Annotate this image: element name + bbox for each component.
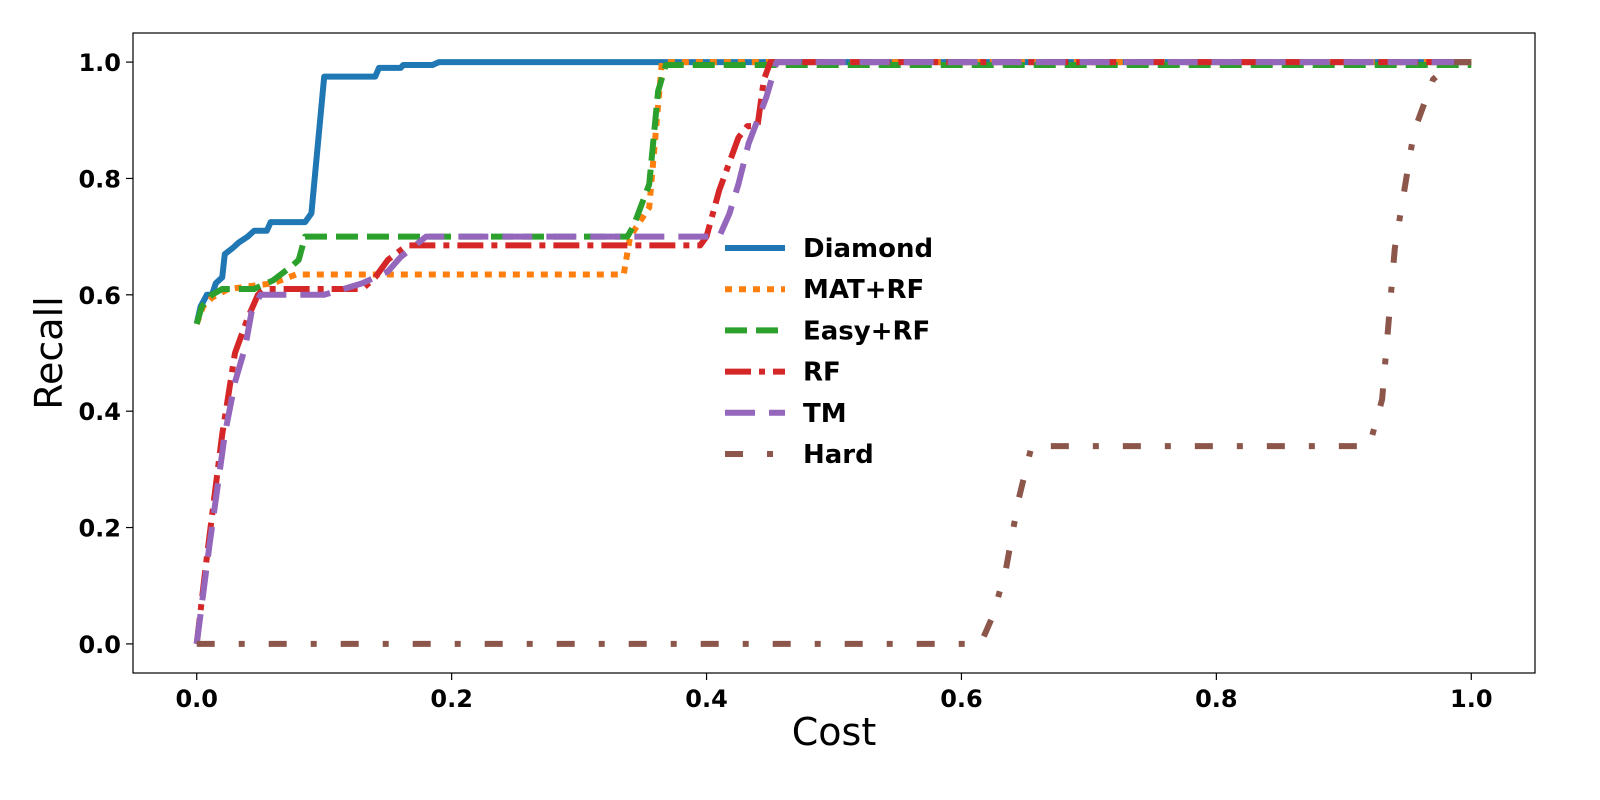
- y-tick-label: 0.4: [78, 398, 121, 426]
- y-tick-label: 1.0: [78, 49, 121, 77]
- x-tick-label: 0.6: [940, 685, 983, 713]
- y-tick-label: 0.2: [78, 515, 121, 543]
- series-line-tm: [193, 59, 1472, 645]
- x-axis-title: Cost: [792, 710, 876, 754]
- legend-label: TM: [803, 399, 847, 429]
- legend-label: Diamond: [803, 234, 933, 264]
- ticks-layer: 0.0 0.2 0.4 0.6 0.8 1.0 0.0 0.2 0.4 0.6 0.8 1.0: [78, 49, 1492, 713]
- plot-frame: [132, 32, 1536, 674]
- y-tick-label: 0.0: [78, 631, 121, 659]
- y-tick-label: 0.8: [78, 165, 121, 193]
- series-line-hard: [196, 59, 1472, 647]
- x-tick-label: 0.0: [175, 685, 218, 713]
- legend-label: RF: [803, 358, 841, 388]
- series-line-rf: [193, 59, 1472, 645]
- x-tick-label: 0.8: [1195, 685, 1238, 713]
- legend: Diamond MAT+RF Easy+RF RF TM Hard: [725, 234, 933, 470]
- y-axis-title: Recall: [27, 296, 71, 409]
- x-tick-label: 0.2: [430, 685, 473, 713]
- series-layer: [193, 59, 1472, 647]
- x-tick-label: 1.0: [1450, 685, 1493, 713]
- y-tick-label: 0.6: [78, 282, 121, 310]
- legend-label: Hard: [803, 440, 874, 470]
- series-line-diamond: [193, 59, 1472, 325]
- legend-label: Easy+RF: [803, 316, 930, 346]
- x-tick-label: 0.4: [685, 685, 728, 713]
- legend-label: MAT+RF: [803, 275, 924, 305]
- series-line-easy-rf: [193, 62, 1472, 325]
